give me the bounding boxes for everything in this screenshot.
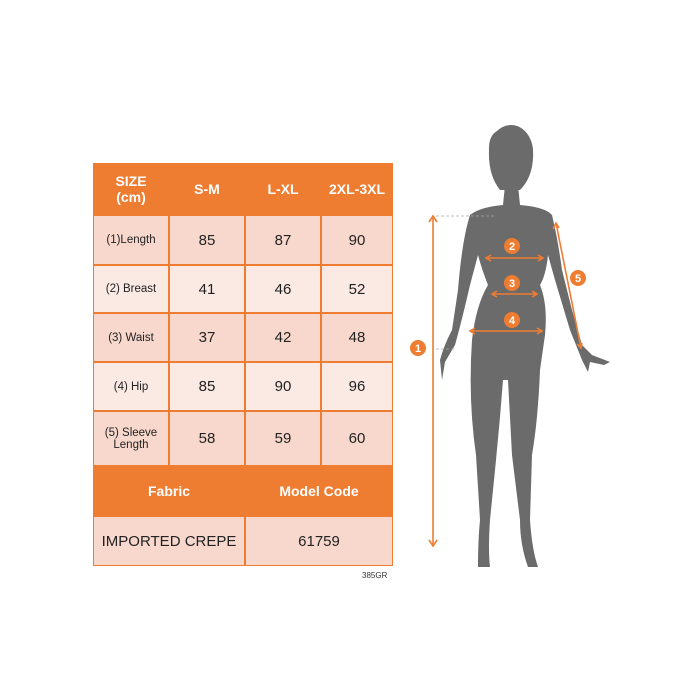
- size-value-cell: 85: [170, 363, 244, 410]
- marker-2-icon: [504, 238, 520, 254]
- size-value-cell: 41: [170, 266, 244, 312]
- marker-1-icon: [410, 340, 426, 356]
- header-cell: 2XL-3XL: [328, 181, 385, 197]
- header-cell: S-M: [194, 181, 220, 197]
- row-label: (1)Length: [94, 216, 168, 264]
- size-value-cell: 48: [322, 314, 392, 361]
- size-value-cell: 46: [246, 266, 320, 312]
- fabric-header: Fabric: [147, 483, 190, 499]
- size-chart-table: SIZE (cm) S-M L-XL 2XL-3XL (1)Length 85 87 90 (2…: [93, 163, 393, 566]
- row-label: (2) Breast: [94, 266, 168, 312]
- size-value-cell: 52: [322, 266, 392, 312]
- size-value-cell: 58: [170, 412, 244, 465]
- marker-3-icon: [504, 275, 520, 291]
- size-value-cell: 87: [246, 216, 320, 264]
- size-value-cell: 96: [322, 363, 392, 410]
- size-value-cell: 60: [322, 412, 392, 465]
- female-silhouette: [440, 125, 610, 567]
- marker-1-label: 1: [415, 343, 421, 355]
- measurement-markers: 1 2 3 4 5: [410, 238, 586, 356]
- fabric-value: IMPORTED CREPE: [94, 517, 244, 565]
- size-value-cell: 37: [170, 314, 244, 361]
- size-value-cell: 90: [322, 216, 392, 264]
- guide-lines: [436, 215, 495, 350]
- size-value-cell: 85: [170, 216, 244, 264]
- size-value-cell: 90: [246, 363, 320, 410]
- marker-5-icon: [570, 270, 586, 286]
- marker-5-label: 5: [575, 273, 581, 285]
- model-code-value: 61759: [246, 517, 392, 565]
- marker-3-label: 3: [509, 278, 515, 290]
- marker-4-label: 4: [509, 315, 516, 327]
- measurement-arrows: [428, 214, 583, 548]
- row-label: (4) Hip: [94, 363, 168, 410]
- size-value-cell: 42: [246, 314, 320, 361]
- product-code: 385GR: [362, 571, 388, 580]
- header-cell: SIZE (cm): [115, 173, 147, 205]
- marker-2-label: 2: [509, 241, 515, 253]
- marker-4-icon: [504, 312, 520, 328]
- row-label: (5) Sleeve Length: [94, 412, 168, 465]
- size-value-cell: 59: [246, 412, 320, 465]
- row-label: (3) Waist: [94, 314, 168, 361]
- header-cell: L-XL: [267, 181, 299, 197]
- model-code-header: Model Code: [279, 483, 359, 499]
